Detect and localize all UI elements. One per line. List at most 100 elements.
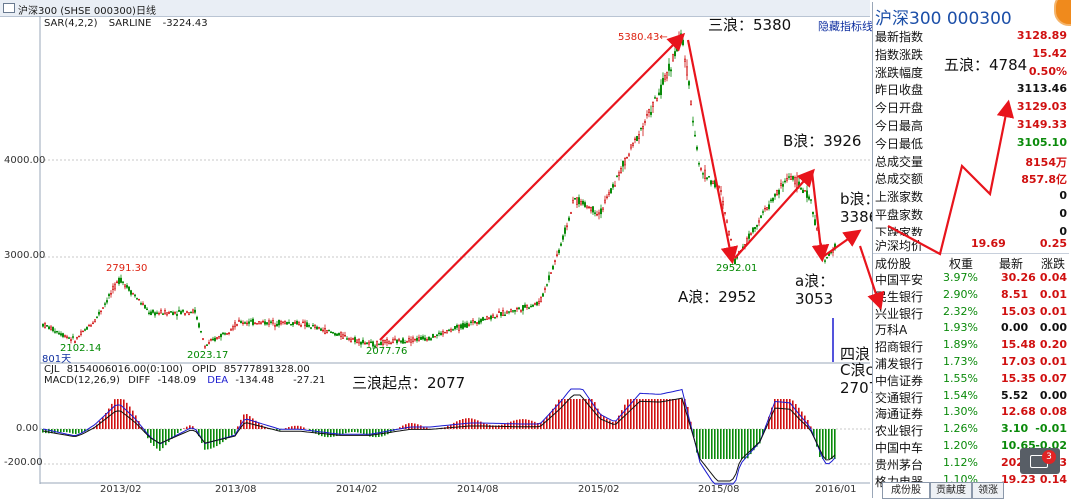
candle-body xyxy=(745,237,748,244)
candle-body xyxy=(655,98,658,102)
macd-bar xyxy=(297,425,299,429)
candle-body xyxy=(76,337,79,339)
tab-constituents[interactable]: 成份股 xyxy=(882,482,930,499)
candle-body xyxy=(833,243,836,250)
candle-body xyxy=(677,38,680,42)
constituent-change: 0.14 xyxy=(1039,472,1067,486)
candle-body xyxy=(287,322,290,324)
constituent-name: 中国中车 xyxy=(875,441,924,455)
constituent-row[interactable]: 中国平安 3.97% 30.26 0.04 xyxy=(873,270,1069,287)
col-price-header[interactable]: 最新 xyxy=(999,257,1024,271)
candle-body xyxy=(477,320,480,324)
constituent-row[interactable]: 中信证券 1.55% 15.35 0.07 xyxy=(873,371,1069,388)
candle-body xyxy=(717,186,720,188)
quote-value: 0 xyxy=(1059,189,1067,203)
macd-bar xyxy=(495,425,497,429)
candle-body xyxy=(104,303,107,305)
macd-bar xyxy=(759,429,761,444)
constituent-row[interactable]: 农业银行 1.26% 3.10 -0.01 xyxy=(873,421,1069,438)
candle-body xyxy=(663,75,666,80)
candle-body xyxy=(51,327,54,332)
candle-body xyxy=(703,169,706,179)
chat-notification-button[interactable]: 3 xyxy=(1020,448,1060,474)
macd-bar xyxy=(822,429,824,459)
constituent-row[interactable]: 兴业银行 2.32% 15.03 0.01 xyxy=(873,304,1069,321)
tab-leaders[interactable]: 领涨 xyxy=(972,482,1004,499)
macd-bar xyxy=(363,429,365,435)
constituent-row[interactable]: 民生银行 2.90% 8.51 0.01 xyxy=(873,287,1069,304)
macd-bar xyxy=(825,429,827,459)
candle-body xyxy=(136,298,139,300)
constituent-name: 中信证券 xyxy=(875,373,924,388)
quote-row: 昨日收盘 3113.46 xyxy=(873,80,1069,97)
candle-body xyxy=(255,323,258,325)
candle-body xyxy=(791,176,794,180)
candle-body xyxy=(761,211,764,213)
macd-bar xyxy=(171,429,173,439)
candle-body xyxy=(525,305,528,308)
candle-body xyxy=(66,336,69,338)
sarline-value: -3224.43 xyxy=(162,18,208,29)
candle-body xyxy=(763,207,766,210)
macd-bar xyxy=(345,429,347,434)
candle-body xyxy=(711,180,714,185)
candle-body xyxy=(559,243,562,246)
col-change-header[interactable]: 涨跌 xyxy=(1040,257,1065,271)
hide-indicator-button[interactable]: 隐藏指标线 xyxy=(818,20,873,33)
quote-row: 今日最低 3105.10 xyxy=(873,134,1069,151)
macd-bar xyxy=(636,399,638,429)
candle-body xyxy=(753,226,756,229)
macd-bar xyxy=(450,424,452,429)
candle-body xyxy=(277,319,280,326)
macd-bar xyxy=(210,429,212,449)
macd-bar xyxy=(174,429,176,436)
candle-body xyxy=(323,328,326,334)
macd-bar xyxy=(762,429,764,435)
macd-bar xyxy=(621,410,623,429)
candle-body xyxy=(349,338,352,343)
quote-row: 总成交量 8154万 xyxy=(873,152,1069,169)
candle-body xyxy=(353,337,356,343)
quote-label: 平盘家数 xyxy=(875,208,924,222)
macd-bar xyxy=(810,426,812,429)
candle-body xyxy=(807,196,810,200)
constituent-row[interactable]: 中国中车 1.20% 10.65 -0.02 xyxy=(873,438,1069,455)
macd-bar xyxy=(726,429,728,459)
macd-bar xyxy=(117,399,119,429)
macd-bar xyxy=(657,399,659,429)
tab-contribution[interactable]: 贡献度 xyxy=(930,482,972,499)
constituent-weight: 1.73% xyxy=(943,355,978,368)
constituent-row[interactable]: 交通银行 1.54% 5.52 0.00 xyxy=(873,388,1069,405)
candle-body xyxy=(405,341,408,343)
quote-row: 今日开盘 3129.03 xyxy=(873,98,1069,115)
candle-body xyxy=(148,312,151,315)
candle-body xyxy=(393,338,396,341)
candle-body xyxy=(250,320,253,322)
candle-body xyxy=(98,311,101,315)
col-name-header[interactable]: 成份股 xyxy=(875,257,912,271)
constituent-name: 万科A xyxy=(875,323,908,338)
chart-grid xyxy=(39,16,870,484)
y-label-3000: 3000.00 xyxy=(4,250,46,261)
candle-body xyxy=(637,134,640,139)
constituent-row[interactable]: 海通证券 1.30% 12.68 0.08 xyxy=(873,404,1069,421)
sarline-label: SARLINE xyxy=(108,18,152,29)
candle-body xyxy=(403,342,406,344)
candle-body xyxy=(625,156,628,159)
candle-body xyxy=(687,81,690,86)
constituent-row[interactable]: 万科A 1.93% 0.00 0.00 xyxy=(873,320,1069,337)
wave3-annotation: 三浪：5380 xyxy=(708,16,792,34)
candle-body xyxy=(218,336,221,339)
constituent-row[interactable]: 浦发银行 1.73% 17.03 0.01 xyxy=(873,354,1069,371)
constituent-price: 5.52 xyxy=(1001,388,1029,402)
col-weight-header[interactable]: 权重 xyxy=(949,257,974,271)
macd-bar xyxy=(213,429,215,448)
candle-body xyxy=(731,252,734,254)
macd-bar xyxy=(492,425,494,429)
candle-body xyxy=(317,327,320,329)
candle-body xyxy=(825,256,828,259)
candle-body xyxy=(631,143,634,146)
chart-icon[interactable] xyxy=(3,3,15,13)
constituent-row[interactable]: 招商银行 1.89% 15.48 0.20 xyxy=(873,337,1069,354)
candle-body xyxy=(196,316,199,320)
